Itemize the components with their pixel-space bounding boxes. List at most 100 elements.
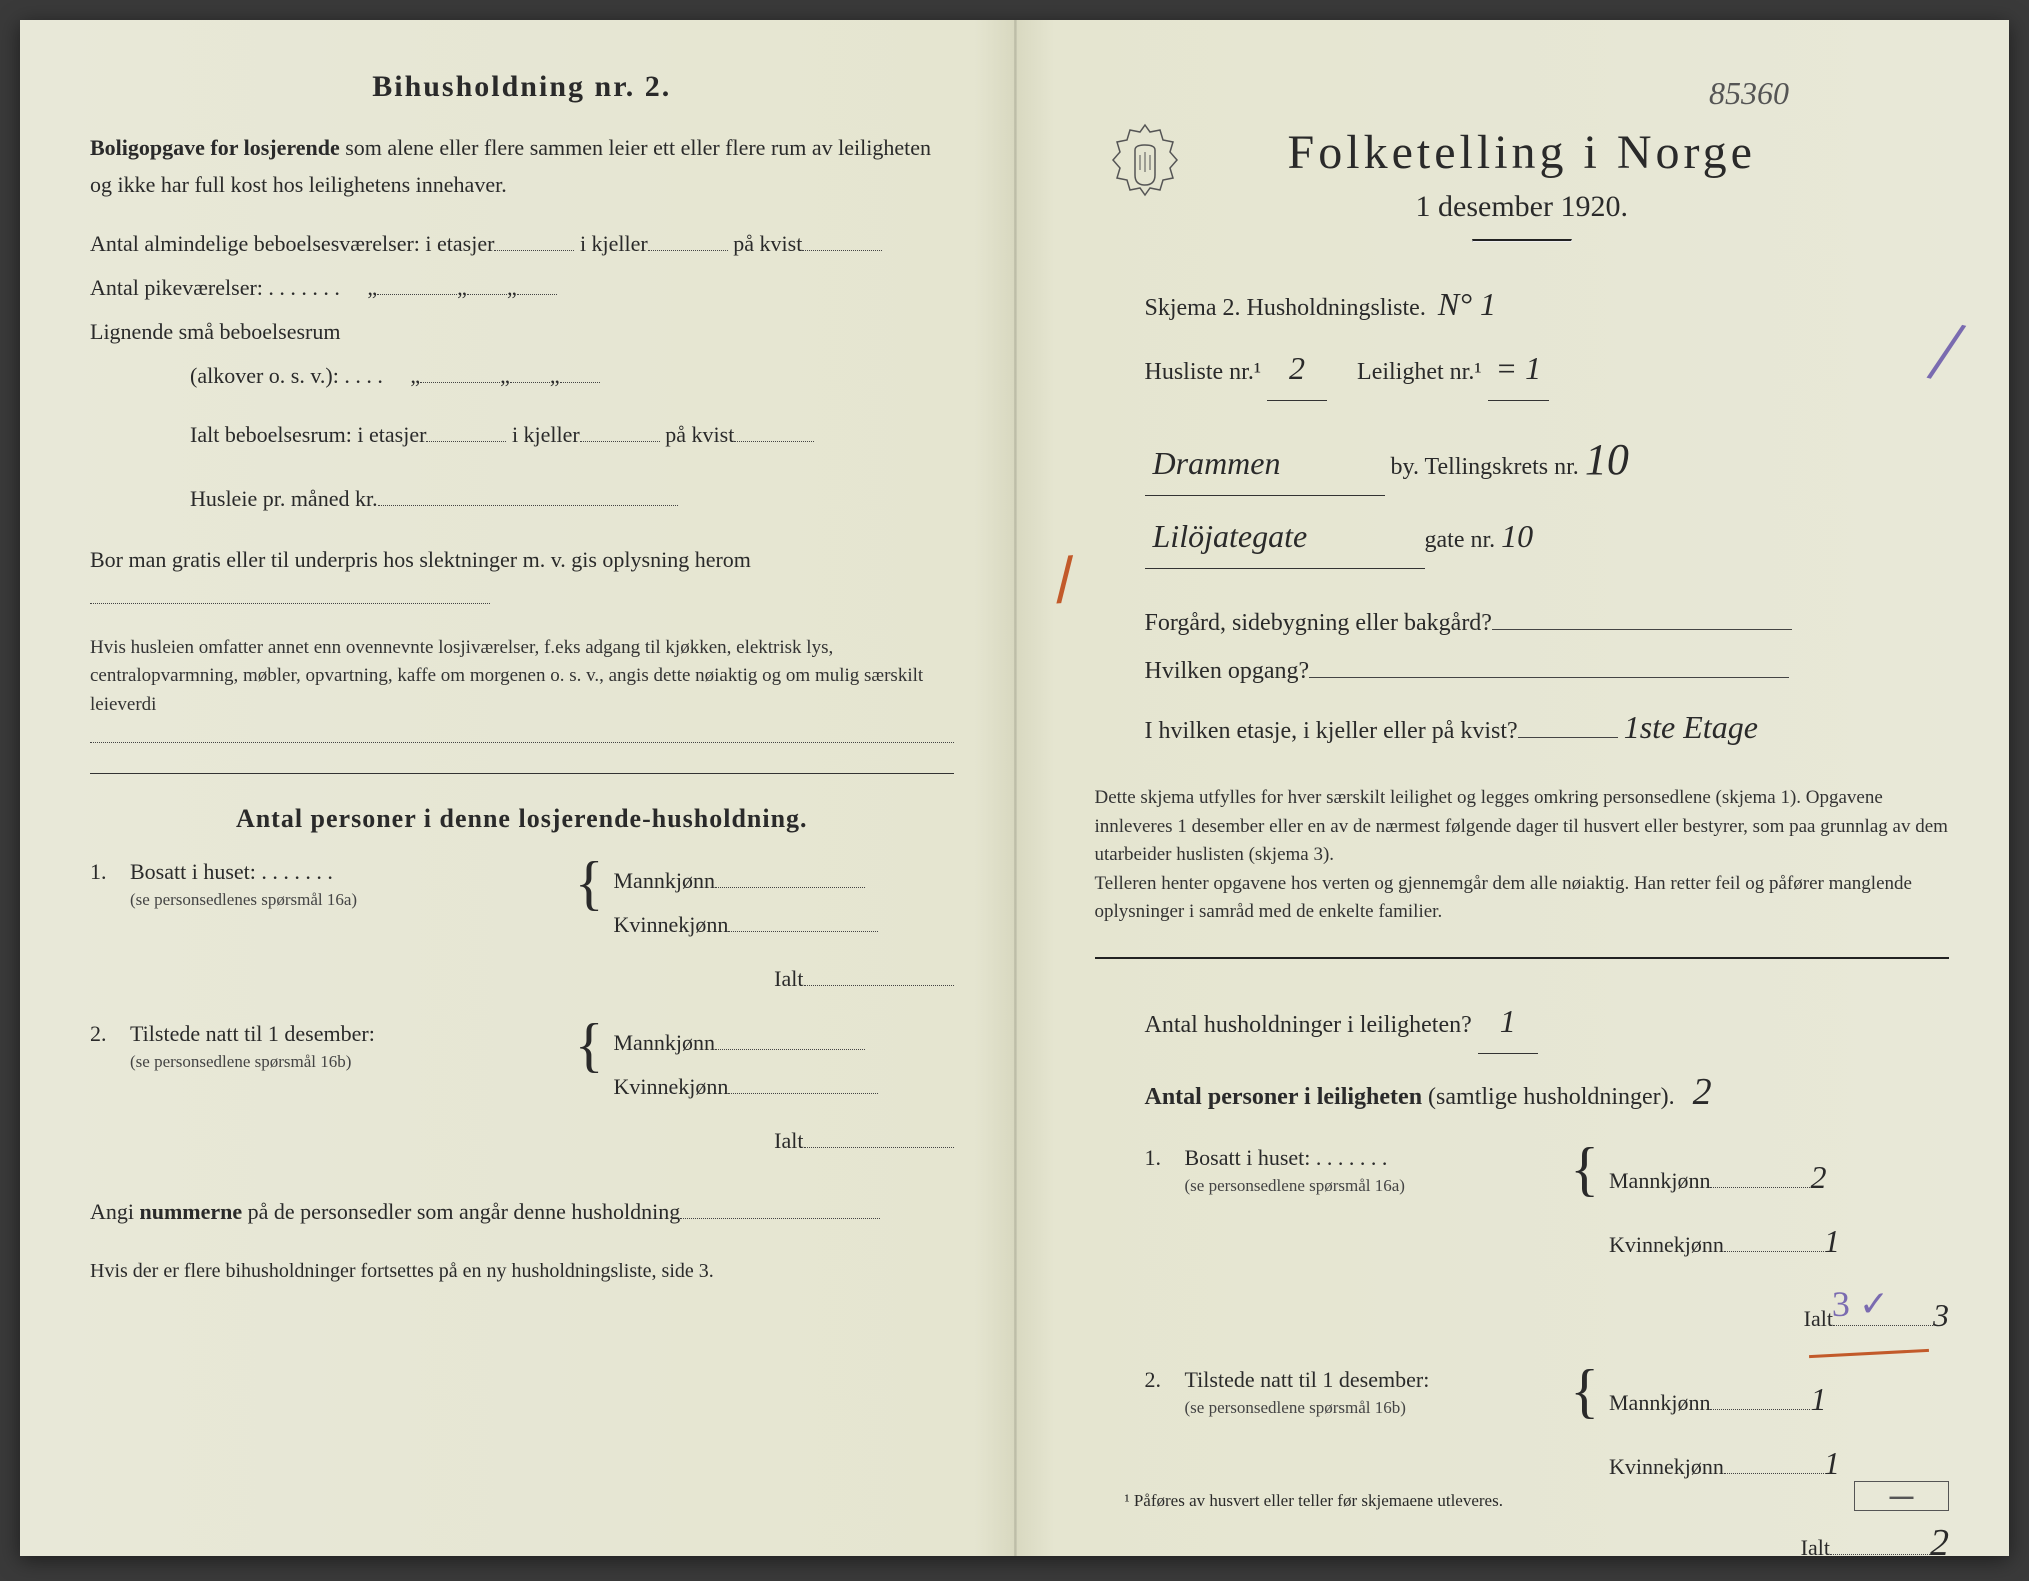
blank [734, 420, 814, 442]
blank [90, 582, 490, 604]
blank [1518, 714, 1618, 738]
r-item1-label: Bosatt i huset: . . . . . . . [1185, 1145, 1388, 1170]
divider-thick [1095, 957, 1950, 959]
q2: Hvilken opgang? [1145, 658, 1310, 684]
blank [580, 420, 660, 442]
angi-line: Angi nummerne på de personsedler som ang… [90, 1193, 954, 1230]
brace-icon: { [1560, 1145, 1609, 1193]
blank [728, 910, 878, 932]
item2-label: Tilstede natt til 1 desember: [130, 1021, 375, 1046]
pike-row: Antal pikeværelser: . . . . . . . „„„ [90, 266, 954, 310]
item2-ialt-val: 2 [1930, 1505, 1949, 1581]
brace-icon: { [565, 859, 614, 907]
right-footnote: ¹ Påføres av husvert eller teller før sk… [1125, 1491, 1503, 1511]
antal-hush-val: 1 [1478, 989, 1538, 1054]
q1: Forgård, sidebygning eller bakgård? [1145, 610, 1492, 636]
blank [377, 273, 457, 295]
antal-hush-line: Antal husholdninger i leiligheten? 1 [1145, 989, 1950, 1054]
item1-k-val: 1 [1824, 1209, 1840, 1273]
blank [1492, 606, 1792, 630]
pike-label: Antal pikeværelser: . . . . . . . [90, 275, 340, 300]
leilighet-val: = 1 [1488, 336, 1550, 401]
blank [1724, 1452, 1824, 1474]
intro-paragraph: Boligopgave for losjerende som alene ell… [90, 129, 954, 204]
gender-m: Mannkjønn [614, 868, 715, 893]
gratis-paragraph: Bor man gratis eller til underpris hos s… [90, 541, 954, 616]
blank [1724, 1230, 1824, 1252]
intro-bold: Boligopgave for losjerende [90, 135, 340, 160]
pencil-correction: 3 ✓ [1832, 1268, 1889, 1340]
blank [420, 361, 500, 383]
brace-icon: { [1560, 1367, 1609, 1415]
item1-label: Bosatt i huset: . . . . . . . [130, 859, 333, 884]
blank [715, 1028, 865, 1050]
lignende-1: Lignende små beboelsesrum [90, 319, 341, 344]
ialt-r2: Ialt [1801, 1535, 1830, 1560]
gate-val: 10 [1501, 504, 1533, 568]
item1-sub: (se personsedlenes spørsmål 16a) [130, 890, 357, 909]
husliste-val: 2 [1267, 336, 1327, 401]
q3-line: I hvilken etasje, i kjeller eller på kvi… [1145, 695, 1950, 759]
gender-m-r2: Mannkjønn [1609, 1390, 1710, 1415]
gate-line: Lilöjategategate nr. 10 [1145, 504, 1950, 569]
antal-pers-line: Antal personer i leiligheten (samtlige h… [1145, 1054, 1950, 1130]
husliste-line: Husliste nr.¹ 2 Leilighet nr.¹ = 1 [1145, 336, 1950, 401]
gender-k: Kvinnekjønn [614, 912, 729, 937]
brace-icon: { [565, 1021, 614, 1069]
blank [804, 964, 954, 986]
q3: I hvilken etasje, i kjeller eller på kvi… [1145, 718, 1518, 744]
red-underline-mark [1809, 1348, 1929, 1357]
item1-ialt-val: 3 [1933, 1283, 1949, 1347]
blank [378, 484, 678, 506]
blank [560, 361, 600, 383]
instructions: Dette skjema utfylles for hver særskilt … [1095, 784, 1950, 927]
q3-answer: 1ste Etage [1624, 695, 1758, 759]
antal-pers-val: 2 [1693, 1054, 1712, 1130]
by-line: Drammen by. Tellingskrets nr. 10 [1145, 416, 1950, 504]
item-number: 1. [1145, 1145, 1185, 1171]
lignende-row: Lignende små beboelsesrum (alkover o. s.… [90, 310, 954, 398]
r-item2-sub: (se personsedlene spørsmål 16b) [1185, 1398, 1406, 1417]
left-item-2: 2. Tilstede natt til 1 desember: (se per… [90, 1021, 954, 1163]
r-item1-sub: (se personsedlene spørsmål 16a) [1185, 1176, 1405, 1195]
blank [804, 1126, 954, 1148]
item1-m-val: 2 [1810, 1145, 1826, 1209]
by-hand: Drammen [1145, 431, 1385, 496]
blank [426, 420, 506, 442]
husliste-label: Husliste nr.¹ [1145, 359, 1262, 385]
gate-hand: Lilöjategate [1145, 504, 1425, 569]
main-title: Folketelling i Norge [1095, 125, 1950, 180]
blank [648, 229, 728, 251]
rooms-part-2b: på kvist [665, 422, 734, 447]
gender-k-r2: Kvinnekjønn [1609, 1454, 1724, 1479]
q1-line: Forgård, sidebygning eller bakgård? [1145, 599, 1950, 647]
left-footer: Hvis der er flere bihusholdninger fortse… [90, 1260, 954, 1283]
item2-k-val: 1 [1824, 1431, 1840, 1495]
left-item-1: 1. Bosatt i huset: . . . . . . . (se per… [90, 859, 954, 1001]
gate-label: gate nr. [1425, 527, 1496, 553]
antal-pers-paren: (samtlige husholdninger). [1428, 1084, 1675, 1110]
blank [715, 866, 865, 888]
antal-hush-label: Antal husholdninger i leiligheten? [1145, 1012, 1472, 1038]
divider [90, 773, 954, 774]
ialt-label: Ialt [774, 966, 803, 991]
doc-number-handwritten: 85360 [1709, 75, 1789, 112]
printer-stamp: ▬▬▬ [1854, 1481, 1949, 1511]
left-page: Bihusholdning nr. 2. Boligopgave for los… [20, 20, 1015, 1556]
item-number: 2. [1145, 1367, 1185, 1393]
item2-m-val: 1 [1810, 1367, 1826, 1431]
right-item-1: 1. Bosatt i huset: . . . . . . . (se per… [1145, 1145, 1950, 1347]
rooms-part-0: i etasjer [425, 231, 494, 256]
subsection-title: Antal personer i denne losjerende-hushol… [90, 804, 954, 834]
item-number: 1. [90, 859, 130, 885]
ialt-label2: Ialt [774, 1128, 803, 1153]
title-rule [1472, 239, 1572, 242]
husleien-note: Hvis husleien omfatter annet enn ovennev… [90, 634, 954, 720]
item-number: 2. [90, 1021, 130, 1047]
angi-bold: nummerne [140, 1199, 243, 1224]
skjema-line: Skjema 2. Husholdningsliste. N° 1 [1145, 272, 1950, 336]
date-line: 1 desember 1920. [1095, 190, 1950, 224]
leilighet-label: Leilighet nr.¹ [1357, 359, 1482, 385]
right-item-2: 2. Tilstede natt til 1 desember: (se per… [1145, 1367, 1950, 1581]
rooms-label: Antal almindelige beboelsesværelser: [90, 231, 420, 256]
